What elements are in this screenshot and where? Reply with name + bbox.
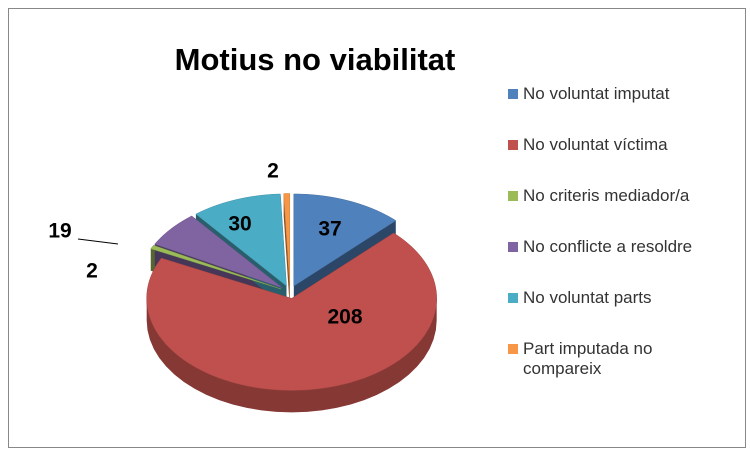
legend-entry: No voluntat víctima	[508, 135, 740, 186]
chart-title: Motius no viabilitat	[175, 42, 456, 77]
pie-cut	[283, 193, 290, 308]
legend-swatch	[508, 89, 518, 99]
data-label: 37	[318, 218, 341, 241]
legend-entry: No voluntat parts	[508, 288, 740, 339]
legend: No voluntat imputat No voluntat víctima No…	[508, 84, 740, 390]
pie-slice	[195, 193, 287, 287]
pie-slice	[146, 232, 437, 391]
pie-slice	[150, 244, 282, 290]
legend-entry: No criteris mediador/a	[508, 186, 740, 237]
legend-swatch	[508, 242, 518, 252]
leader-line	[77, 238, 119, 245]
legend-label: No voluntat imputat	[523, 84, 670, 103]
legend-entry: No conflicte a resoldre	[508, 237, 740, 288]
data-label: 19	[48, 220, 71, 243]
data-label: 2	[267, 160, 279, 183]
pie-slice	[293, 193, 397, 287]
legend-label: No conflicte a resoldre	[523, 237, 693, 256]
data-label: 30	[228, 213, 251, 236]
pie-slice	[154, 215, 283, 289]
pie-slice	[283, 193, 291, 286]
legend-swatch	[508, 191, 518, 201]
legend-label: No voluntat víctima	[523, 135, 668, 154]
legend-label: Part imputada no compareix	[523, 339, 653, 378]
legend-swatch	[508, 140, 518, 150]
legend-swatch	[508, 293, 518, 303]
legend-entry: Part imputada no compareix	[508, 339, 740, 390]
pie-tops	[146, 193, 437, 391]
data-label: 208	[327, 306, 362, 329]
legend-entry: No voluntat imputat	[508, 84, 740, 135]
legend-swatch	[508, 344, 518, 354]
data-label: 2	[86, 260, 98, 283]
legend-label: No criteris mediador/a	[523, 186, 690, 205]
legend-label: No voluntat parts	[523, 288, 652, 307]
pie-side	[146, 298, 437, 413]
data-labels: 37 208 2 19 30 2	[48, 160, 363, 329]
